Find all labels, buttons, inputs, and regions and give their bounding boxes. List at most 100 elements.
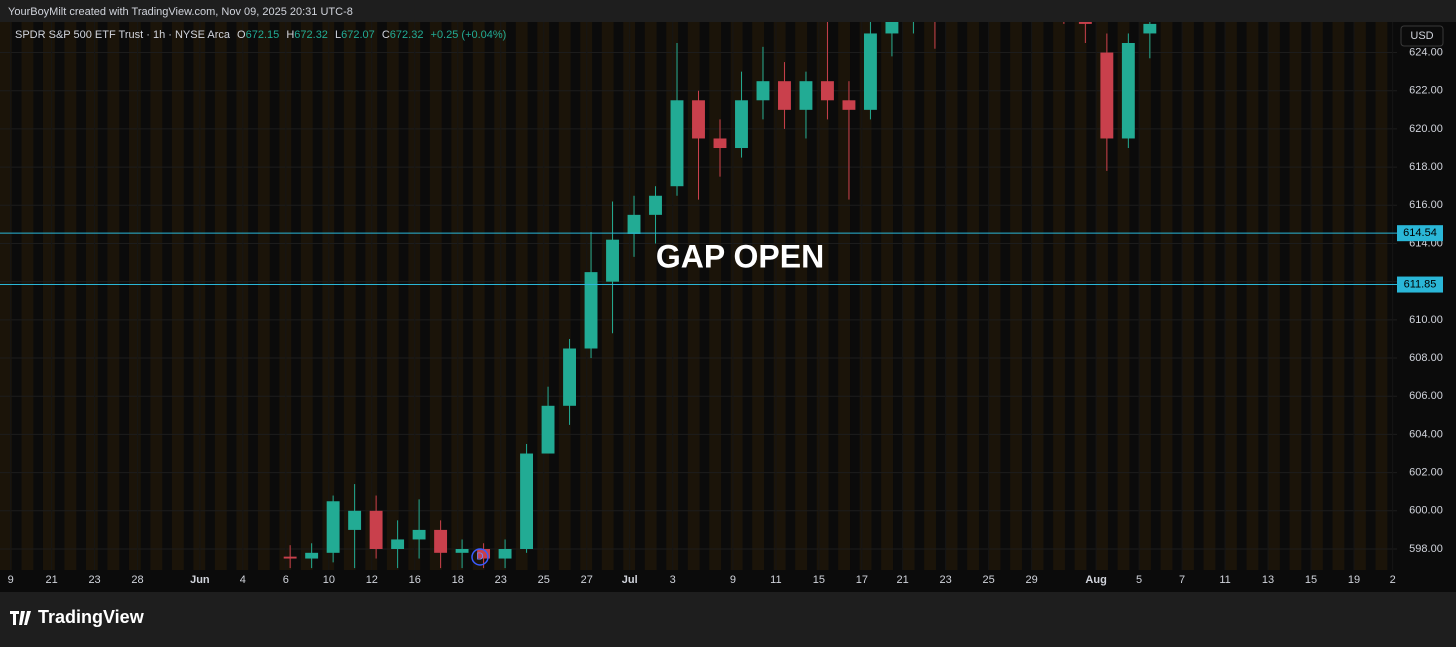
candle-body: [520, 453, 534, 549]
extended-hours: [1160, 22, 1173, 570]
y-tick-label: 600.00: [1409, 505, 1443, 517]
extended-hours: [257, 22, 270, 570]
x-tick-label: Jun: [190, 574, 210, 586]
candle-body: [821, 81, 834, 101]
x-tick-label: 2: [1390, 574, 1396, 586]
y-tick-label: 604.00: [1409, 428, 1443, 440]
extended-hours: [171, 22, 184, 570]
extended-hours: [1354, 22, 1366, 570]
candle-body: [756, 81, 770, 101]
candle-body: [477, 548, 491, 559]
y-tick-label: 618.00: [1409, 161, 1443, 173]
extended-hours: [838, 22, 851, 570]
extended-hours: [537, 22, 550, 570]
extended-hours: [1375, 22, 1388, 570]
candle-body: [627, 214, 641, 234]
extended-hours: [816, 22, 829, 570]
price-tag: [1397, 276, 1443, 293]
y-tick-label: 616.00: [1409, 199, 1443, 211]
x-tick-label: 21: [897, 574, 909, 586]
extended-hours: [0, 22, 12, 570]
extended-hours: [193, 22, 206, 570]
x-tick-label: 5: [1136, 574, 1142, 586]
extended-hours: [601, 22, 614, 570]
extended-hours: [988, 22, 1001, 570]
candle-body: [606, 239, 619, 282]
candle-body: [842, 100, 856, 110]
currency-button[interactable]: [1400, 25, 1444, 47]
candle-body: [541, 405, 555, 454]
candle-body: [1100, 52, 1114, 139]
candle-body: [326, 501, 340, 553]
x-tick-label: 25: [983, 574, 995, 586]
candle-body: [563, 348, 576, 406]
candle-body: [434, 529, 448, 553]
extended-hours: [236, 22, 249, 570]
extended-hours: [451, 22, 464, 570]
y-tick-label: 598.00: [1409, 543, 1443, 555]
price-tag-label: 611.85: [1404, 278, 1437, 290]
candle-body: [348, 510, 362, 530]
x-tick-label: 23: [495, 574, 507, 586]
extended-hours: [666, 22, 679, 570]
y-tick-label: 620.00: [1409, 123, 1443, 135]
candle-body: [1143, 23, 1157, 34]
extended-hours: [1268, 22, 1280, 570]
extended-hours: [967, 22, 979, 570]
footer-brand: TradingView: [38, 607, 145, 627]
extended-hours: [924, 22, 936, 570]
extended-hours: [107, 22, 120, 570]
extended-hours: [1010, 22, 1022, 570]
candle-body: [455, 548, 469, 553]
x-tick-label: 17: [856, 574, 868, 586]
extended-hours: [623, 22, 636, 570]
extended-hours: [752, 22, 765, 570]
x-tick-label: 16: [409, 574, 421, 586]
extended-hours: [730, 22, 743, 570]
extended-hours: [1225, 22, 1237, 570]
annotation: GAP OPEN: [656, 238, 824, 274]
candle-body: [713, 138, 727, 149]
x-tick-label: 15: [813, 574, 825, 586]
x-tick-label: 12: [366, 574, 378, 586]
x-tick-label: 3: [670, 574, 676, 586]
extended-hours: [1332, 22, 1345, 570]
extended-hours: [472, 22, 485, 570]
currency[interactable]: USD: [1410, 30, 1433, 42]
overlays: 614.54 611.85 GAP OPEN D: [0, 225, 1443, 566]
extended-hours: [343, 22, 356, 570]
y-tick-label: 610.00: [1409, 314, 1443, 326]
x-tick-label: 15: [1305, 574, 1317, 586]
x-tick-label: 19: [1348, 574, 1360, 586]
extended-hours: [408, 22, 421, 570]
y-tick-label: 608.00: [1409, 352, 1443, 364]
extended-hours: [795, 22, 808, 570]
x-tick-label: 27: [581, 574, 593, 586]
x-tick-label: 11: [770, 574, 781, 586]
high: 672.32: [294, 29, 328, 41]
extended-hours: [300, 22, 313, 570]
candle-body: [1078, 22, 1092, 24]
extended-hours: [1053, 22, 1065, 570]
session-stripes: [0, 22, 1388, 570]
extended-hours: [558, 22, 571, 570]
extended-hours: [1096, 22, 1108, 570]
l-label: L: [335, 29, 341, 41]
x-tick-label: 10: [323, 574, 335, 586]
x-tick-label: 23: [88, 574, 100, 586]
extended-hours: [128, 22, 141, 570]
candle-body: [885, 22, 899, 34]
y-tick-label: 606.00: [1409, 390, 1443, 402]
candle-body: [863, 33, 877, 110]
event-marker-label: D: [476, 552, 483, 563]
y-tick-label: 622.00: [1409, 85, 1443, 97]
event-marker: [471, 548, 489, 566]
extended-hours: [1289, 22, 1302, 570]
x-tick-label: 7: [1179, 574, 1185, 586]
candle-body: [305, 552, 319, 559]
candle-body: [498, 548, 512, 559]
extended-hours: [429, 22, 442, 570]
y-tick-label: 624.00: [1409, 46, 1443, 58]
c-label: C: [382, 29, 390, 41]
